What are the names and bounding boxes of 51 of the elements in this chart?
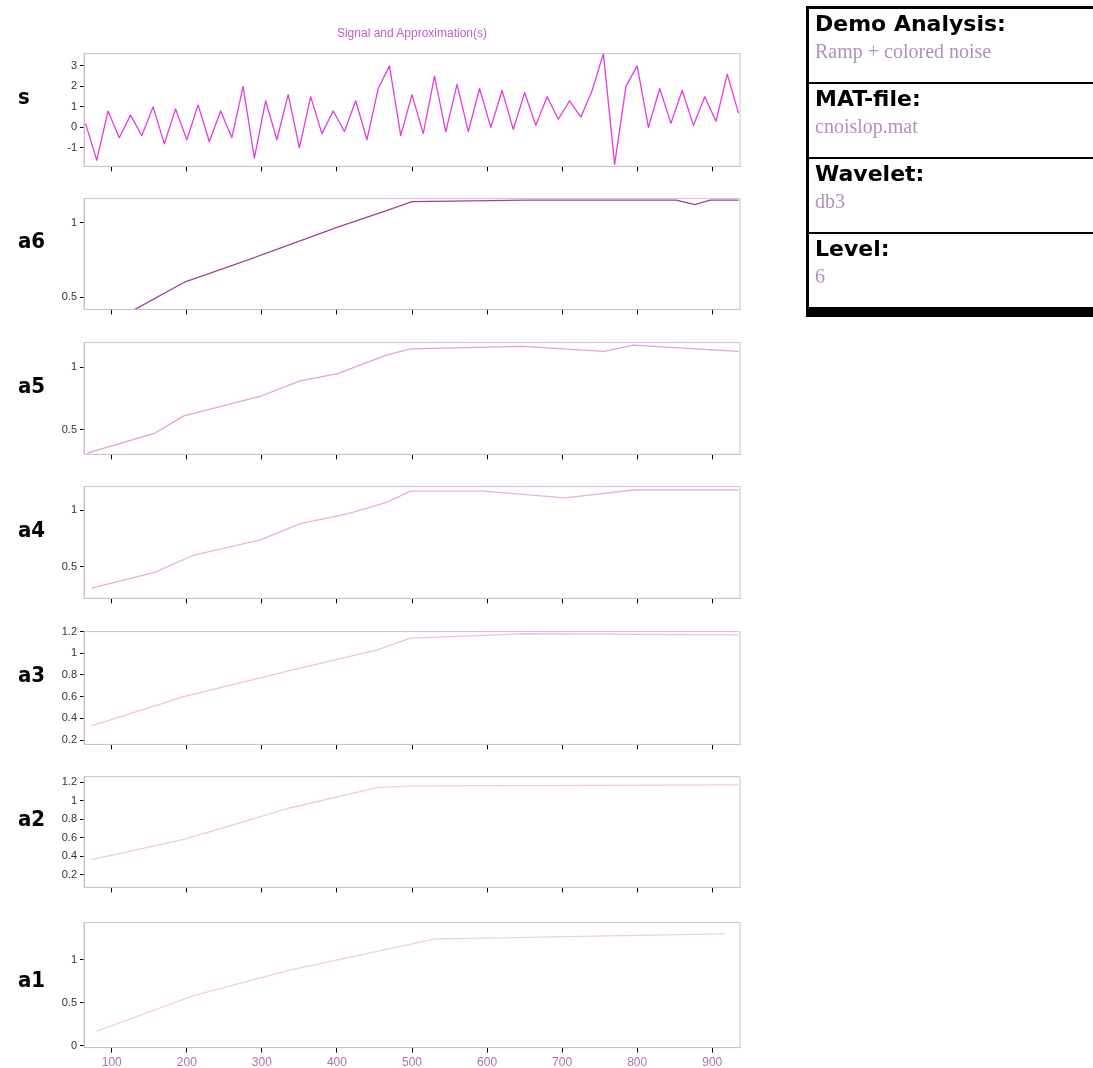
y-tick-label: -1 [67,140,77,153]
text: Ramp + colored noise [809,38,1093,84]
y-tick-label: 1.2 [61,624,77,637]
y-tick-label: 3 [70,58,77,71]
y-tick-label: 0 [70,1038,77,1051]
y-axis-title: a6 [18,228,46,253]
x-tick-label: 900 [702,1055,723,1068]
x-tick-label: 600 [477,1055,498,1068]
y-axis-title: a1 [18,967,46,992]
text: 6 [814,264,826,289]
text: Level: [814,235,891,263]
text: Demo Analysis: [814,10,1007,38]
y-tick-label: 0.6 [61,830,77,843]
y-axis-title: a4 [18,516,46,542]
x-tick-label: 700 [552,1055,573,1068]
y-tick-label: 0.8 [61,812,77,825]
x-tick-label: 200 [176,1055,198,1068]
text: db3 [809,188,1093,234]
y-tick-label: 1 [70,952,77,965]
x-tick-label: 300 [251,1055,273,1068]
y-axis-title: a2 [18,806,46,831]
y-tick-label: 0.5 [61,290,77,303]
y-axis-title: a3 [18,662,46,687]
y-tick-label: 0.5 [61,995,77,1008]
text: cnoislop.mat [809,113,1093,159]
x-tick-label: 100 [101,1055,123,1068]
y-tick-label: 0 [70,120,77,133]
x-tick-label: 800 [627,1055,648,1068]
y-tick-label: 0.4 [61,711,77,724]
y-tick-label: 0.5 [61,559,77,572]
y-tick-label: 0.4 [61,849,77,862]
chart-title: Signal and Approximation(s) [335,26,489,40]
text: Wavelet: [814,160,926,188]
y-tick-label: 0.6 [61,689,77,702]
y-tick-label: 0.2 [61,733,77,746]
y-tick-label: 0.8 [61,668,77,681]
y-tick-label: 1 [70,360,77,373]
y-tick-label: 1 [70,646,77,659]
x-tick-label: 500 [401,1055,423,1068]
y-tick-label: 1.2 [61,775,77,788]
y-tick-label: 0.2 [61,867,77,880]
y-tick-label: 1 [70,215,77,228]
x-tick-label: 400 [326,1055,348,1068]
text: MAT-file: [814,85,922,113]
y-tick-label: 1 [70,793,77,806]
y-axis-title: a5 [18,372,46,398]
y-tick-label: 2 [70,79,77,92]
y-axis-title: s [18,84,30,109]
y-tick-label: 1 [70,99,77,112]
y-tick-label: 1 [70,503,77,516]
y-tick-label: 0.5 [61,422,77,435]
